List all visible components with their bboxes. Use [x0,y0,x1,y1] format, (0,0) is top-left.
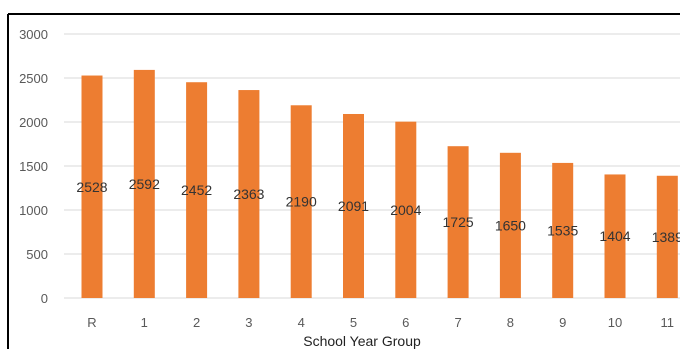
bar [238,90,260,298]
y-tick-label: 2500 [19,71,48,86]
x-axis-title: School Year Group [303,333,421,349]
x-tick-label: 9 [559,315,566,330]
gridlines [64,33,680,299]
y-tick-label: 500 [26,247,48,262]
data-label: 2190 [286,194,317,210]
data-label: 2091 [338,198,369,214]
bars [81,69,678,299]
data-labels: 2528 2592 2452 2363 2190 2091 2004 1725 1650 1535… [76,176,680,245]
x-tick-label: 7 [454,315,461,330]
bar [499,152,521,298]
data-label: 2528 [76,179,107,195]
data-label: 2363 [233,186,264,202]
x-tick-label: R [87,315,96,330]
data-label: 1389 [652,229,680,245]
bar [186,82,208,298]
data-label: 1535 [547,222,578,238]
bar [447,146,469,298]
bar [133,69,155,299]
x-tick-label: 6 [402,315,409,330]
y-tick-label: 3000 [19,27,48,42]
bar [552,162,574,298]
data-label: 1725 [443,214,474,230]
x-tick-label: 4 [298,315,305,330]
x-axis-ticks: R 1 2 3 4 5 6 7 8 9 10 11 [87,315,674,330]
bar [290,105,312,298]
data-label: 2452 [181,182,212,198]
x-tick-label: 2 [193,315,200,330]
y-tick-label: 2000 [19,115,48,130]
bar [656,175,678,298]
x-tick-label: 8 [507,315,514,330]
y-tick-label: 0 [41,291,48,306]
x-tick-label: 10 [608,315,622,330]
bar [343,113,364,298]
x-tick-label: 3 [245,315,252,330]
y-tick-label: 1500 [19,159,48,174]
x-tick-label: 11 [661,315,675,330]
data-label: 2592 [129,176,160,192]
data-label: 1650 [495,217,526,233]
bar [604,174,626,298]
bar [81,75,103,298]
data-label: 2004 [390,202,421,218]
x-tick-label: 5 [350,315,357,330]
data-label: 1404 [599,228,630,244]
y-axis-ticks: 0 500 1000 1500 2000 2500 3000 [19,27,48,306]
bar [395,121,417,298]
x-tick-label: 1 [141,315,148,330]
y-tick-label: 1000 [19,203,48,218]
